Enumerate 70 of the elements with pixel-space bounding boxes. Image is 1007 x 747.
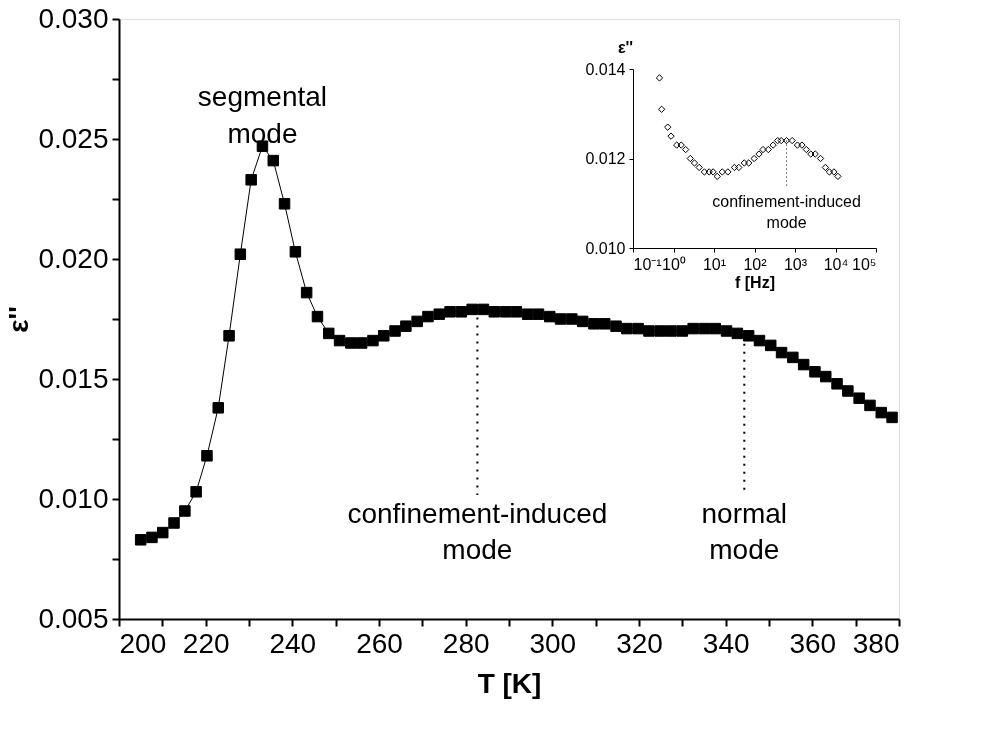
point [773, 136, 782, 145]
point [769, 141, 777, 149]
x-tick-label: 220 [182, 627, 230, 659]
x-tick-label: 10⁻¹ [633, 255, 662, 273]
point [664, 123, 672, 131]
point [802, 145, 810, 154]
point [830, 168, 838, 176]
y-tick-label: 0.010 [38, 482, 109, 514]
y-tick-label: 0.010 [585, 239, 626, 257]
point [788, 136, 796, 145]
y-tick-label: 0.030 [38, 2, 109, 34]
x-tick-label: 320 [616, 627, 663, 659]
y-tick-label: 0.005 [38, 602, 109, 634]
point [724, 168, 732, 176]
point [764, 145, 772, 154]
point [811, 150, 819, 158]
point [750, 154, 758, 163]
x-tick-label: 10² [743, 255, 768, 273]
point [793, 141, 802, 149]
point [677, 141, 685, 149]
point [667, 132, 675, 140]
x-tick-label: 200 [119, 627, 167, 659]
point [695, 163, 703, 172]
point [673, 141, 681, 149]
y-tick-label: 0.014 [585, 60, 626, 78]
annotation: confinement-induced mode [347, 498, 608, 566]
y-tick-label: 0.015 [38, 362, 109, 394]
point [690, 159, 699, 167]
x-tick-label: 10⁵ [852, 255, 877, 273]
x-tick-label: 360 [789, 627, 837, 659]
x-tick-label: 280 [442, 627, 490, 659]
annotation: confinement-induced mode [712, 193, 861, 231]
point [798, 141, 806, 149]
x-tick-label: 380 [852, 627, 900, 659]
x-tick-label: 10⁴ [823, 255, 849, 273]
point [735, 163, 743, 172]
point [682, 145, 690, 154]
y-tick-label: 0.020 [38, 242, 109, 274]
x-axis-title: T [K] [477, 667, 542, 699]
x-tick-label: 260 [356, 627, 403, 659]
point [759, 145, 767, 154]
y-axis-title: ε'' [3, 306, 35, 333]
point [730, 163, 739, 172]
point [777, 136, 785, 145]
point [686, 154, 694, 163]
point [807, 150, 815, 158]
point [709, 168, 717, 176]
annotation: segmental mode [197, 81, 328, 149]
y-tick-label: 0.012 [585, 150, 626, 167]
point [700, 168, 709, 176]
point [755, 150, 763, 158]
x-tick-label: 10⁰ [662, 255, 686, 273]
x-tick-label: 300 [529, 627, 577, 659]
point [657, 105, 666, 113]
x-tick-label: 340 [702, 627, 750, 659]
point [705, 168, 713, 176]
point [825, 168, 834, 176]
y-tick-label: 0.025 [38, 122, 109, 154]
point [740, 159, 748, 167]
point [745, 159, 753, 167]
x-axis-title: f [Hz] [735, 273, 775, 291]
point [821, 163, 830, 172]
x-tick-label: 240 [269, 627, 317, 659]
point [834, 172, 842, 181]
y-axis-title: ε'' [617, 38, 634, 56]
annotation: normal mode [701, 498, 788, 566]
x-tick-label: 10¹ [702, 255, 727, 273]
x-tick-label: 10³ [783, 255, 808, 273]
point [816, 154, 825, 163]
point [782, 136, 791, 145]
